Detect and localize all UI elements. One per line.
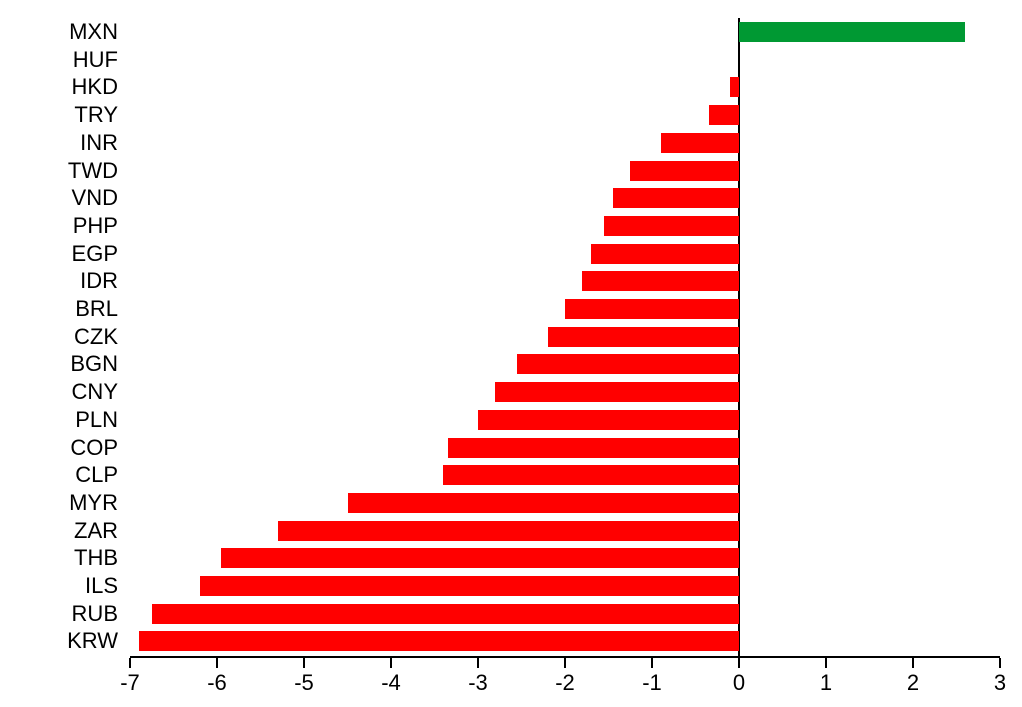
y-label-hkd: HKD <box>0 76 118 98</box>
bar-zar <box>278 521 739 541</box>
y-label-idr: IDR <box>0 270 118 292</box>
bar-vnd <box>613 188 739 208</box>
x-tick-label: -3 <box>468 670 488 696</box>
x-tick-mark <box>216 658 218 668</box>
y-label-php: PHP <box>0 215 118 237</box>
x-tick-mark <box>825 658 827 668</box>
x-tick-mark <box>999 658 1001 668</box>
y-label-myr: MYR <box>0 492 118 514</box>
bar-rub <box>152 604 739 624</box>
x-tick-mark <box>303 658 305 668</box>
x-tick-label: 1 <box>820 670 832 696</box>
bar-twd <box>630 161 739 181</box>
x-tick-label: 2 <box>907 670 919 696</box>
y-label-vnd: VND <box>0 187 118 209</box>
x-tick-label: -4 <box>381 670 401 696</box>
y-label-czk: CZK <box>0 326 118 348</box>
x-tick-mark <box>564 658 566 668</box>
x-tick-mark <box>912 658 914 668</box>
y-label-thb: THB <box>0 547 118 569</box>
bar-php <box>604 216 739 236</box>
bar-thb <box>221 548 739 568</box>
y-label-twd: TWD <box>0 160 118 182</box>
x-tick-mark <box>129 658 131 668</box>
bar-idr <box>582 271 739 291</box>
x-tick-mark <box>477 658 479 668</box>
y-label-cny: CNY <box>0 381 118 403</box>
bar-bgn <box>517 354 739 374</box>
bar-brl <box>565 299 739 319</box>
x-tick-mark <box>651 658 653 668</box>
bar-krw <box>139 631 739 651</box>
x-tick-label: -6 <box>207 670 227 696</box>
bar-try <box>709 105 739 125</box>
bar-egp <box>591 244 739 264</box>
bar-inr <box>661 133 739 153</box>
x-tick-label: -7 <box>120 670 140 696</box>
bar-cny <box>495 382 739 402</box>
y-label-brl: BRL <box>0 298 118 320</box>
y-label-krw: KRW <box>0 630 118 652</box>
y-label-rub: RUB <box>0 603 118 625</box>
x-tick-label: 0 <box>733 670 745 696</box>
x-tick-label: -1 <box>642 670 662 696</box>
x-tick-label: 3 <box>994 670 1006 696</box>
x-tick-mark <box>738 658 740 668</box>
y-label-huf: HUF <box>0 49 118 71</box>
bar-myr <box>348 493 740 513</box>
bar-ils <box>200 576 739 596</box>
y-label-pln: PLN <box>0 409 118 431</box>
y-label-clp: CLP <box>0 464 118 486</box>
bar-cop <box>448 438 739 458</box>
x-tick-label: -2 <box>555 670 575 696</box>
y-label-try: TRY <box>0 104 118 126</box>
y-label-bgn: BGN <box>0 353 118 375</box>
bar-czk <box>548 327 739 347</box>
bar-pln <box>478 410 739 430</box>
y-label-mxn: MXN <box>0 21 118 43</box>
plot-area <box>130 18 1000 658</box>
x-tick-mark <box>390 658 392 668</box>
x-tick-label: -5 <box>294 670 314 696</box>
y-label-zar: ZAR <box>0 520 118 542</box>
y-label-cop: COP <box>0 437 118 459</box>
bar-hkd <box>730 77 739 97</box>
bar-clp <box>443 465 739 485</box>
y-label-egp: EGP <box>0 243 118 265</box>
y-label-inr: INR <box>0 132 118 154</box>
bar-mxn <box>739 22 965 42</box>
currency-performance-chart: MXN HUF HKD TRY INR TWD VND PHP EGP IDR BRL CZK BGN C… <box>0 0 1022 707</box>
y-label-ils: ILS <box>0 575 118 597</box>
